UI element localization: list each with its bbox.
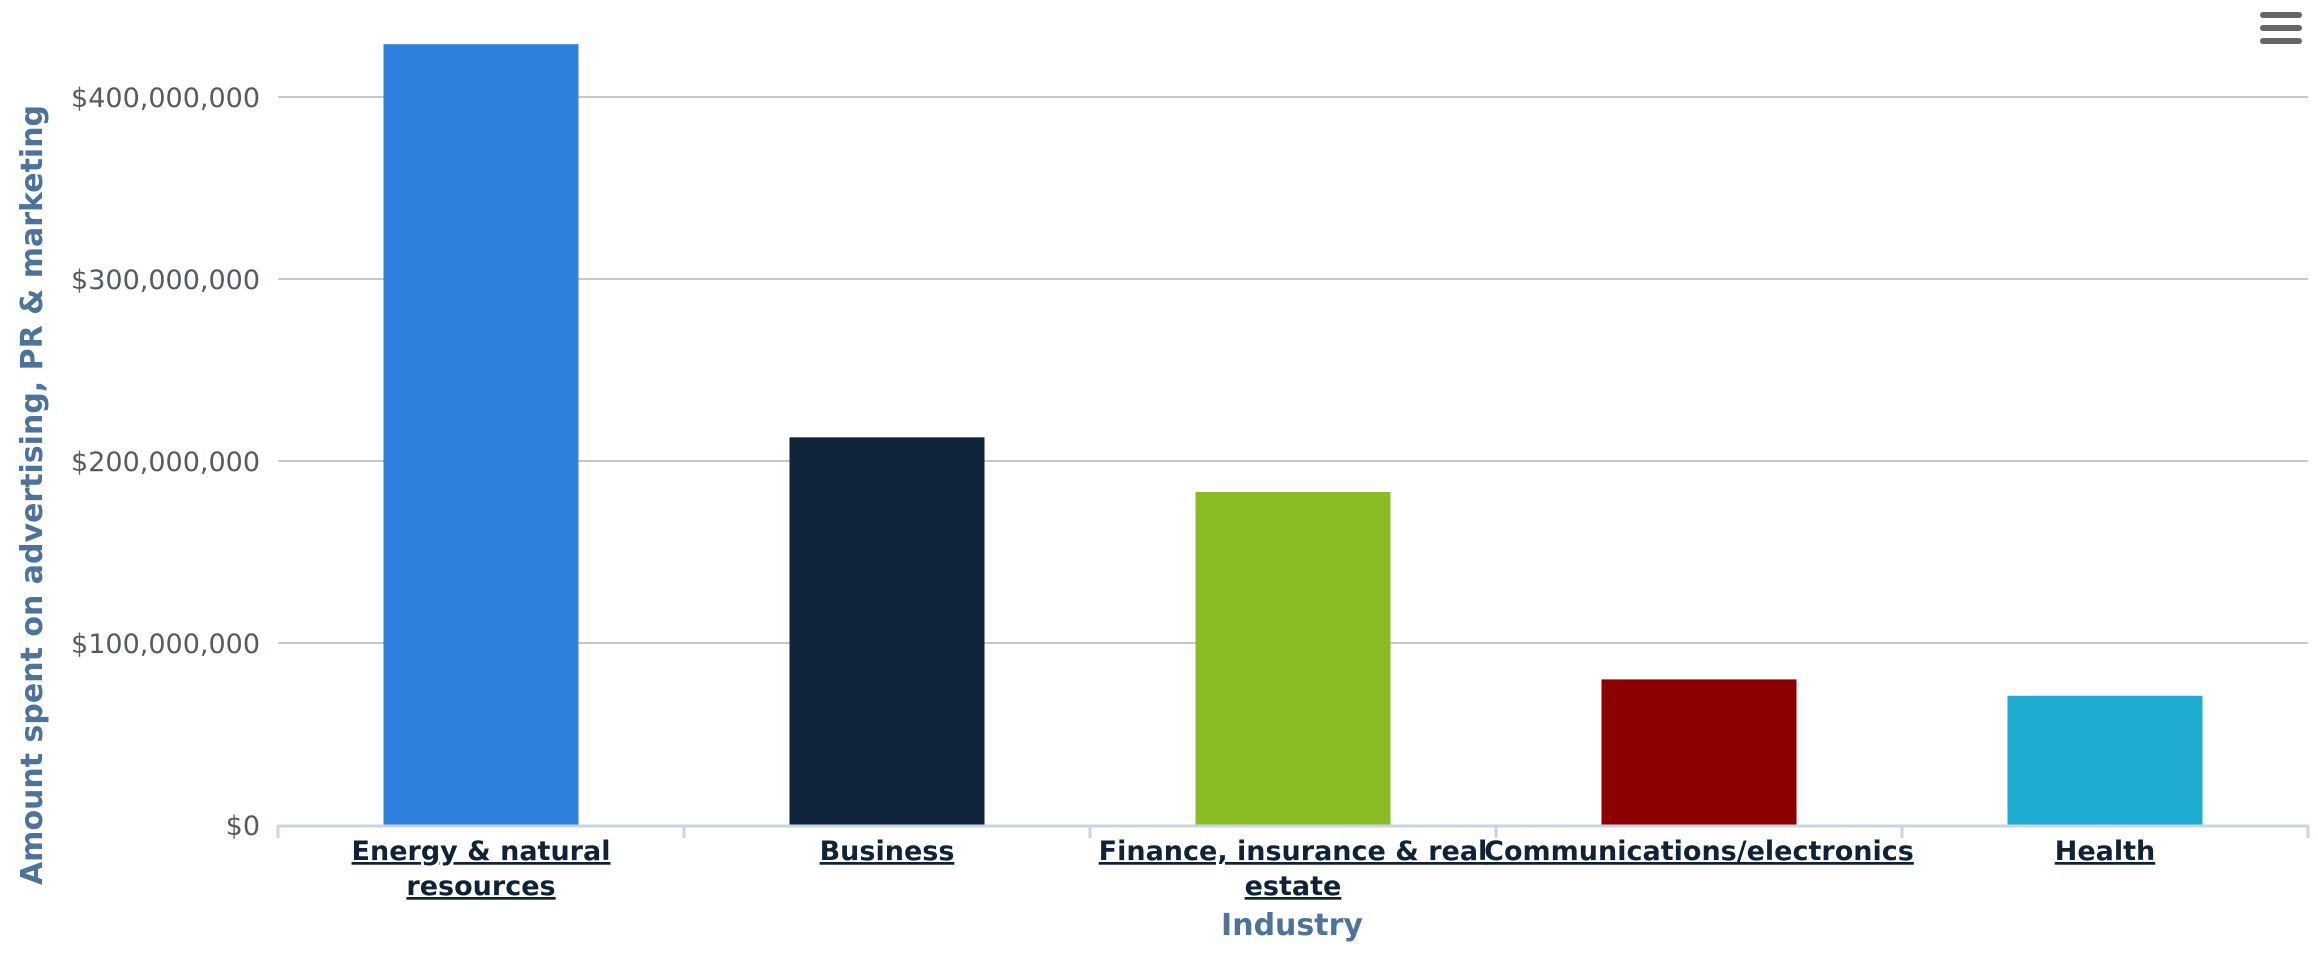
bars	[383, 44, 2203, 826]
menu-bar	[2260, 12, 2302, 18]
bar[interactable]	[1601, 679, 1797, 825]
x-axis	[276, 824, 2310, 838]
bar[interactable]	[1195, 491, 1391, 825]
x-tick-label[interactable]: Finance, insurance & real estate	[1099, 836, 1488, 902]
x-tick-label[interactable]: Business	[820, 836, 955, 867]
x-tick-label[interactable]: Communications/electronics	[1484, 836, 1914, 867]
hamburger-menu-icon[interactable]	[2258, 8, 2304, 48]
y-axis-title: Amount spent on advertising, PR & market…	[15, 105, 50, 885]
y-tick-label: $100,000,000	[71, 629, 260, 660]
menu-bar	[2260, 25, 2302, 31]
bar[interactable]	[789, 437, 985, 825]
x-axis-title: Industry	[1221, 908, 1363, 943]
y-tick-label: $400,000,000	[71, 83, 260, 114]
x-tick-label[interactable]: Health	[2055, 836, 2156, 867]
menu-bar	[2260, 38, 2302, 44]
x-axis-ticks: Energy & natural resources Business Finance…	[352, 836, 2156, 902]
y-tick-label: $0	[226, 811, 260, 842]
x-tick-label[interactable]: Energy & natural resources	[352, 836, 611, 902]
bar[interactable]	[383, 44, 579, 826]
bar[interactable]	[2007, 695, 2203, 825]
y-tick-label: $300,000,000	[71, 265, 260, 296]
y-tick-label: $200,000,000	[71, 447, 260, 478]
y-axis-ticks: $0 $100,000,000 $200,000,000 $300,000,000 $4…	[71, 83, 260, 842]
